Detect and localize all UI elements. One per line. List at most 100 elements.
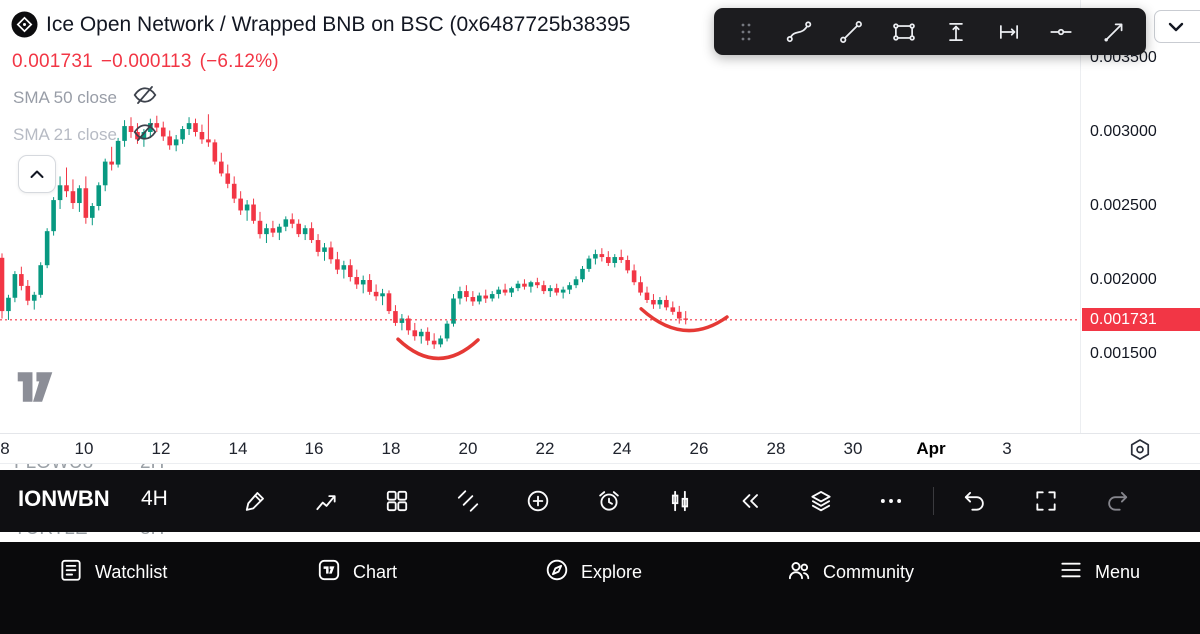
layouts-icon[interactable] xyxy=(375,479,419,523)
undo-icon[interactable] xyxy=(953,479,997,523)
time-axis-label: 12 xyxy=(151,439,171,458)
candle-body xyxy=(309,228,314,241)
candle-body xyxy=(212,142,218,162)
price-change-pct: (−6.12%) xyxy=(199,51,279,72)
price-row: 0.001731 −0.000113 (−6.12%) xyxy=(12,51,279,73)
price-range-tool[interactable] xyxy=(937,12,975,52)
time-axis-label: 18 xyxy=(381,439,401,458)
price-axis-label: 0.002500 xyxy=(1090,197,1157,214)
candle-body xyxy=(96,185,102,206)
draw-icon[interactable] xyxy=(233,479,277,523)
trendline-tool[interactable] xyxy=(832,12,870,52)
candle-body xyxy=(457,291,463,299)
candle-body xyxy=(109,161,114,165)
candlestick-chart[interactable] xyxy=(0,0,1080,433)
time-axis[interactable]: 8 10 12 14 16 18 20 22 24 26 28 30 Apr 3 xyxy=(0,433,1200,464)
nav-label: Explore xyxy=(581,562,643,582)
interval-button[interactable]: 4H xyxy=(141,487,168,510)
candle-body xyxy=(328,247,334,260)
watchlist-icon xyxy=(58,557,84,588)
drawing-arc[interactable] xyxy=(396,337,480,361)
candle-body xyxy=(631,270,637,283)
add-icon[interactable] xyxy=(516,479,560,523)
nav-item-community[interactable]: Community xyxy=(786,557,914,588)
horizontal-line-tool[interactable] xyxy=(1042,12,1080,52)
candle-body xyxy=(219,161,224,174)
candle-body xyxy=(618,257,624,261)
candle-body xyxy=(115,140,121,165)
chart-type-icon[interactable] xyxy=(658,479,702,523)
eye-off-icon[interactable] xyxy=(132,119,158,150)
candle-body xyxy=(560,289,566,293)
candle-body xyxy=(19,274,24,286)
indicators-icon[interactable] xyxy=(304,479,348,523)
candle-body xyxy=(580,268,585,280)
rectangle-tool[interactable] xyxy=(885,12,923,52)
nav-label: Watchlist xyxy=(95,562,168,582)
candle-body xyxy=(535,282,540,286)
polyline-tool[interactable] xyxy=(780,12,818,52)
alert-icon[interactable] xyxy=(587,479,631,523)
replay-icon[interactable] xyxy=(728,479,772,523)
chevron-up-icon xyxy=(30,170,44,178)
candle-body xyxy=(70,191,76,204)
arrow-tool[interactable] xyxy=(1095,12,1133,52)
candle-body xyxy=(225,173,231,184)
fullscreen-icon[interactable] xyxy=(1024,479,1068,523)
candle-body xyxy=(380,293,385,297)
candle-body xyxy=(38,265,43,295)
more-icon[interactable] xyxy=(869,479,913,523)
candle-body xyxy=(509,288,514,293)
candle-body xyxy=(399,318,405,323)
candle-body xyxy=(644,292,650,300)
drag-handle[interactable] xyxy=(727,12,765,52)
objects-tree-icon[interactable] xyxy=(799,479,843,523)
nav-item-chart[interactable]: Chart xyxy=(316,557,397,588)
candle-body xyxy=(322,247,327,252)
nav-item-menu[interactable]: Menu xyxy=(1058,557,1140,588)
redo-icon[interactable] xyxy=(1095,479,1139,523)
time-axis-label: 10 xyxy=(74,439,94,458)
nav-item-explore[interactable]: Explore xyxy=(544,557,642,588)
toolbar-divider xyxy=(933,487,934,515)
date-range-tool[interactable] xyxy=(990,12,1028,52)
candle-body xyxy=(167,136,172,146)
candle-body xyxy=(657,299,663,305)
candle-body xyxy=(444,323,450,339)
candle-body xyxy=(257,220,263,235)
candle-body xyxy=(186,123,192,130)
chart-settings-icon[interactable] xyxy=(1127,437,1153,468)
candle-body xyxy=(25,285,31,301)
candle-body xyxy=(31,294,37,301)
candle-body xyxy=(464,291,469,298)
symbol-button[interactable]: IONWBN xyxy=(18,486,110,511)
candle-body xyxy=(470,297,476,302)
candle-body xyxy=(206,139,211,143)
price-axis[interactable]: 0.003500 0.003000 0.002500 0.002000 0.001500… xyxy=(1080,0,1200,433)
candle-body xyxy=(57,185,63,201)
candle-body xyxy=(373,291,379,297)
candle-body xyxy=(154,123,160,128)
line-tools-icon[interactable] xyxy=(446,479,490,523)
candle-body xyxy=(606,257,611,263)
chevron-down-icon xyxy=(1168,22,1184,31)
candle-body xyxy=(354,277,360,285)
nav-item-watchlist[interactable]: Watchlist xyxy=(58,557,167,588)
toolbar-dropdown[interactable] xyxy=(1154,10,1200,43)
last-price-badge: 0.001731 xyxy=(1082,308,1200,332)
candle-body xyxy=(477,295,482,302)
time-axis-label: 28 xyxy=(766,439,786,458)
candle-body xyxy=(541,285,547,292)
candle-body xyxy=(238,198,243,211)
candle-body xyxy=(77,188,82,204)
indicator-label: SMA 21 close xyxy=(13,124,117,144)
collapse-legend-button[interactable] xyxy=(18,155,56,193)
candle-body xyxy=(593,254,598,259)
eye-off-icon[interactable] xyxy=(132,82,158,113)
candle-body xyxy=(683,318,688,320)
candle-body xyxy=(554,288,559,293)
candle-body xyxy=(277,226,282,233)
drawing-arc[interactable] xyxy=(639,307,729,333)
candle-body xyxy=(199,132,205,140)
